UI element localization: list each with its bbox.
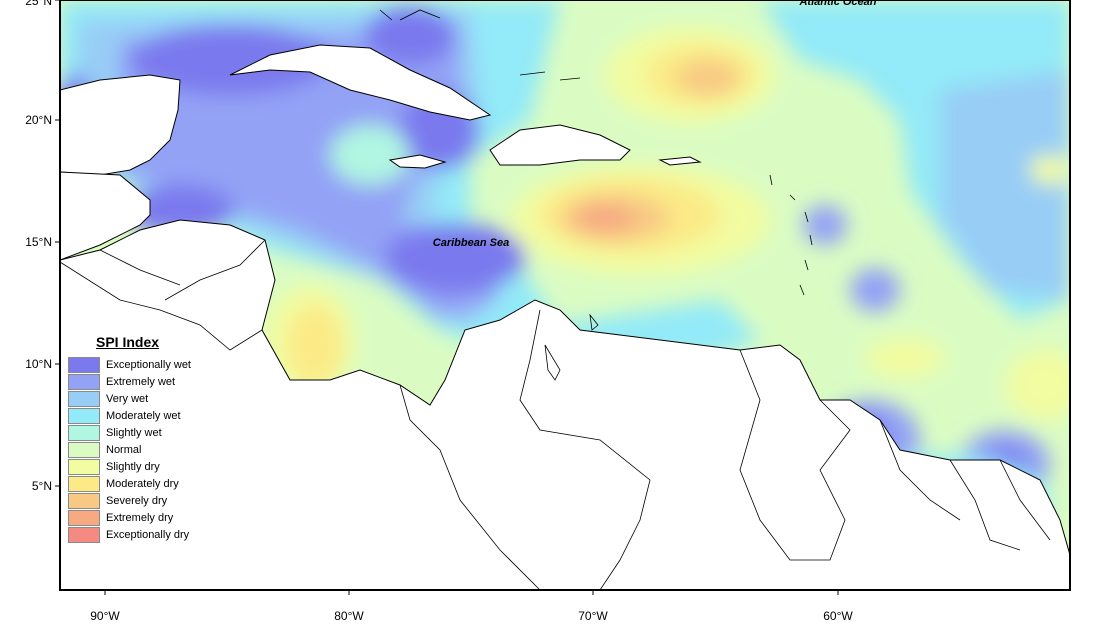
lon-tick-labels: 90°W 80°W 70°W 60°W [90,609,853,623]
lon-tick-80w: 80°W [334,609,364,623]
legend-item-label: Severely dry [106,494,168,507]
legend-swatch [68,475,100,492]
lat-tick-labels: 5°N 10°N 15°N 20°N 25°N [25,0,52,493]
legend-item: Severely dry [68,492,218,509]
legend-item: Slightly wet [68,424,218,441]
legend-item: Extremely wet [68,373,218,390]
legend-item-label: Slightly dry [106,460,160,473]
map-frame [59,0,1071,591]
legend-swatch [68,526,100,543]
legend-swatch [68,424,100,441]
legend-item-label: Extremely dry [106,511,174,524]
legend-swatch [68,356,100,373]
legend-item: Moderately dry [68,475,218,492]
legend-item: Exceptionally dry [68,526,218,543]
lat-tick-10n: 10°N [25,357,52,371]
legend-item: Normal [68,441,218,458]
legend-item: Slightly dry [68,458,218,475]
legend-item: Exceptionally wet [68,356,218,373]
legend-item-label: Normal [106,443,142,456]
legend-swatch [68,373,100,390]
legend-item-label: Extremely wet [106,375,176,388]
legend-item: Moderately wet [68,407,218,424]
lat-tick-15n: 15°N [25,235,52,249]
lon-tick-60w: 60°W [823,609,853,623]
legend-item: Very wet [68,390,218,407]
legend-item-label: Very wet [106,392,149,405]
lon-tick-70w: 70°W [578,609,608,623]
legend-item-label: Slightly wet [106,426,162,439]
lat-tick-marks [55,0,60,487]
legend-swatch [68,458,100,475]
lon-tick-marks [104,590,839,595]
legend-swatch [68,407,100,424]
legend-title: SPI Index [96,334,160,350]
atlantic-ocean-label: Atlantic Ocean [798,0,876,8]
caribbean-sea-label: Caribbean Sea [433,237,509,249]
spi-field [60,0,1070,590]
legend-item: Extremely dry [68,509,218,526]
legend-item-label: Exceptionally wet [106,358,191,371]
small-islands [379,9,813,381]
legend-item-label: Exceptionally dry [106,528,190,541]
legend-swatch [68,441,100,458]
lat-tick-20n: 20°N [25,113,52,127]
legend-swatch [68,390,100,407]
land-masses [60,44,1070,590]
legend-item-label: Moderately dry [106,477,179,490]
legend-swatch [68,492,100,509]
lat-tick-5n: 5°N [32,479,52,493]
lon-tick-90w: 90°W [90,609,120,623]
lat-tick-25n: 25°N [25,0,52,8]
legend-swatch [68,509,100,526]
legend-items: Exceptionally wet Extremely wet Very wet Mo… [68,356,218,543]
spi-legend: SPI Index Exceptionally wet Extremely wet… [68,334,218,543]
legend-item-label: Moderately wet [106,409,181,422]
country-borders [60,239,1051,590]
